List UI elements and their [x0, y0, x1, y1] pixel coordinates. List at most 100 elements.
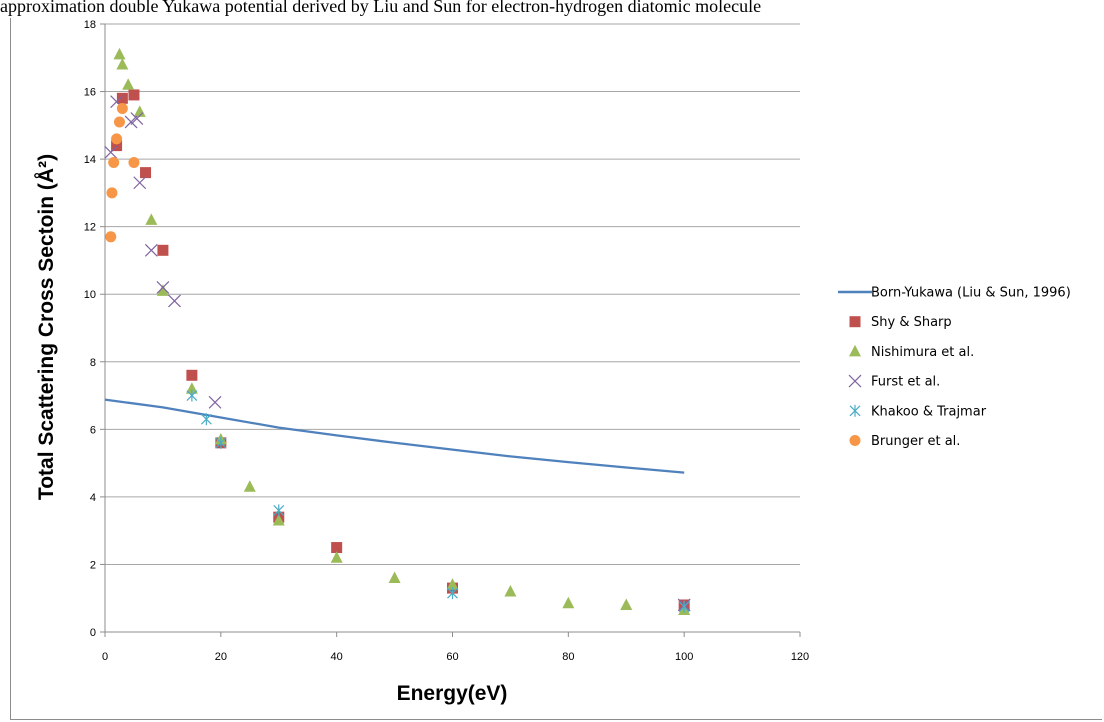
legend-item: Nishimura et al. — [849, 344, 974, 360]
x-tick-label: 0 — [102, 651, 108, 663]
data-point — [156, 281, 170, 294]
marker-stroke — [848, 374, 862, 388]
x-axis-title: Energy(eV) — [397, 682, 508, 705]
data-point — [128, 156, 140, 168]
data-point — [111, 133, 123, 145]
legend-label: Shy & Sharp — [871, 315, 952, 330]
data-point — [144, 243, 158, 257]
data-point — [116, 58, 129, 70]
series-brunger-et-al- — [105, 102, 140, 243]
x-tick-label: 60 — [446, 651, 458, 663]
y-tick-label: 10 — [84, 289, 96, 301]
legend-label: Brunger et al. — [871, 434, 960, 449]
data-point — [504, 584, 517, 597]
legend-label: Nishimura et al. — [871, 345, 974, 360]
x-tick-label: 20 — [215, 651, 227, 663]
marker-stroke — [133, 176, 147, 190]
data-point — [124, 115, 138, 129]
legend-swatch — [849, 344, 861, 357]
data-point — [140, 167, 152, 179]
y-tick-label: 6 — [90, 424, 96, 436]
marker-stroke — [156, 281, 170, 294]
marker-stroke — [144, 243, 158, 257]
data-point — [273, 504, 285, 517]
data-point — [145, 213, 158, 225]
series-layer — [104, 47, 691, 616]
y-tick-label: 14 — [84, 154, 96, 166]
x-tick-label: 80 — [562, 651, 574, 663]
legend-item: Khakoo & Trajmar — [849, 404, 987, 419]
series-nishimura-et-al- — [113, 47, 691, 616]
data-point — [388, 571, 401, 583]
data-point — [243, 480, 256, 492]
data-point — [116, 92, 128, 104]
data-point — [108, 156, 120, 168]
data-point — [185, 382, 198, 394]
data-point — [116, 102, 128, 114]
y-tick-label: 2 — [90, 559, 96, 571]
legend-swatch — [849, 404, 861, 417]
y-tick-label: 12 — [84, 222, 96, 234]
data-point — [678, 600, 690, 613]
legend-item: Shy & Sharp — [849, 315, 952, 330]
axis-layer: 0 2 4 6 8 10 12 14 16 18 0 20 40 60 80 100 120 — [84, 19, 809, 663]
y-tick-label: 8 — [90, 357, 96, 369]
page-caption: approximation double Yukawa potential de… — [0, 0, 762, 16]
y-tick-label: 4 — [90, 492, 96, 504]
data-point — [331, 542, 343, 554]
data-point — [208, 395, 222, 409]
data-point — [272, 514, 285, 526]
legend-label: Khakoo & Trajmar — [871, 404, 987, 419]
data-point — [128, 89, 140, 101]
data-point — [133, 176, 147, 190]
grid-layer — [105, 23, 800, 565]
data-point — [104, 145, 118, 159]
data-point — [130, 112, 144, 126]
data-point — [186, 389, 198, 402]
data-point — [447, 587, 458, 600]
legend-layer: Born-Yukawa (Liu & Sun, 1996) Shy & Sharp… — [838, 286, 1071, 449]
data-point — [122, 78, 135, 90]
series-khakoo-trajmar — [186, 389, 690, 613]
legend-item: Born-Yukawa (Liu & Sun, 1996) — [838, 286, 1071, 301]
y-axis-title: Total Scattering Cross Sectoin (Å²) — [34, 154, 58, 500]
legend-item: Brunger et al. — [849, 434, 960, 449]
legend-item: Furst et al. — [848, 374, 940, 390]
data-point — [113, 116, 125, 128]
legend-label: Furst et al. — [871, 375, 940, 390]
marker-stroke — [104, 145, 118, 159]
data-point — [168, 294, 181, 308]
series-line — [104, 398, 685, 474]
data-point — [133, 105, 146, 117]
marker-stroke — [208, 395, 222, 409]
chart-frame — [10, 18, 1102, 720]
data-point — [330, 551, 343, 563]
data-point — [215, 436, 227, 449]
data-point — [620, 598, 633, 610]
marker-stroke — [110, 95, 124, 109]
series-furst-et-al- — [104, 95, 691, 612]
legend-swatch — [848, 374, 862, 388]
data-point — [113, 47, 126, 60]
data-point — [157, 244, 169, 256]
data-point — [200, 413, 212, 426]
x-tick-label: 40 — [331, 651, 343, 663]
legend-swatch — [849, 435, 861, 446]
legend-label: Born-Yukawa (Liu & Sun, 1996) — [871, 286, 1071, 301]
y-tick-label: 0 — [90, 627, 96, 639]
marker-stroke — [130, 112, 144, 126]
y-tick-label: 18 — [84, 19, 96, 31]
x-tick-label: 100 — [675, 651, 693, 663]
data-point — [562, 596, 575, 609]
data-point — [106, 187, 118, 199]
legend-swatch — [849, 316, 861, 328]
data-point — [156, 284, 169, 296]
series-shy-sharp — [111, 89, 690, 611]
series-born-yukawa-liu-sun-1996- — [104, 398, 685, 474]
marker-stroke — [168, 294, 181, 308]
data-point — [105, 231, 117, 243]
y-tick-label: 16 — [84, 87, 96, 99]
data-point — [186, 369, 198, 381]
